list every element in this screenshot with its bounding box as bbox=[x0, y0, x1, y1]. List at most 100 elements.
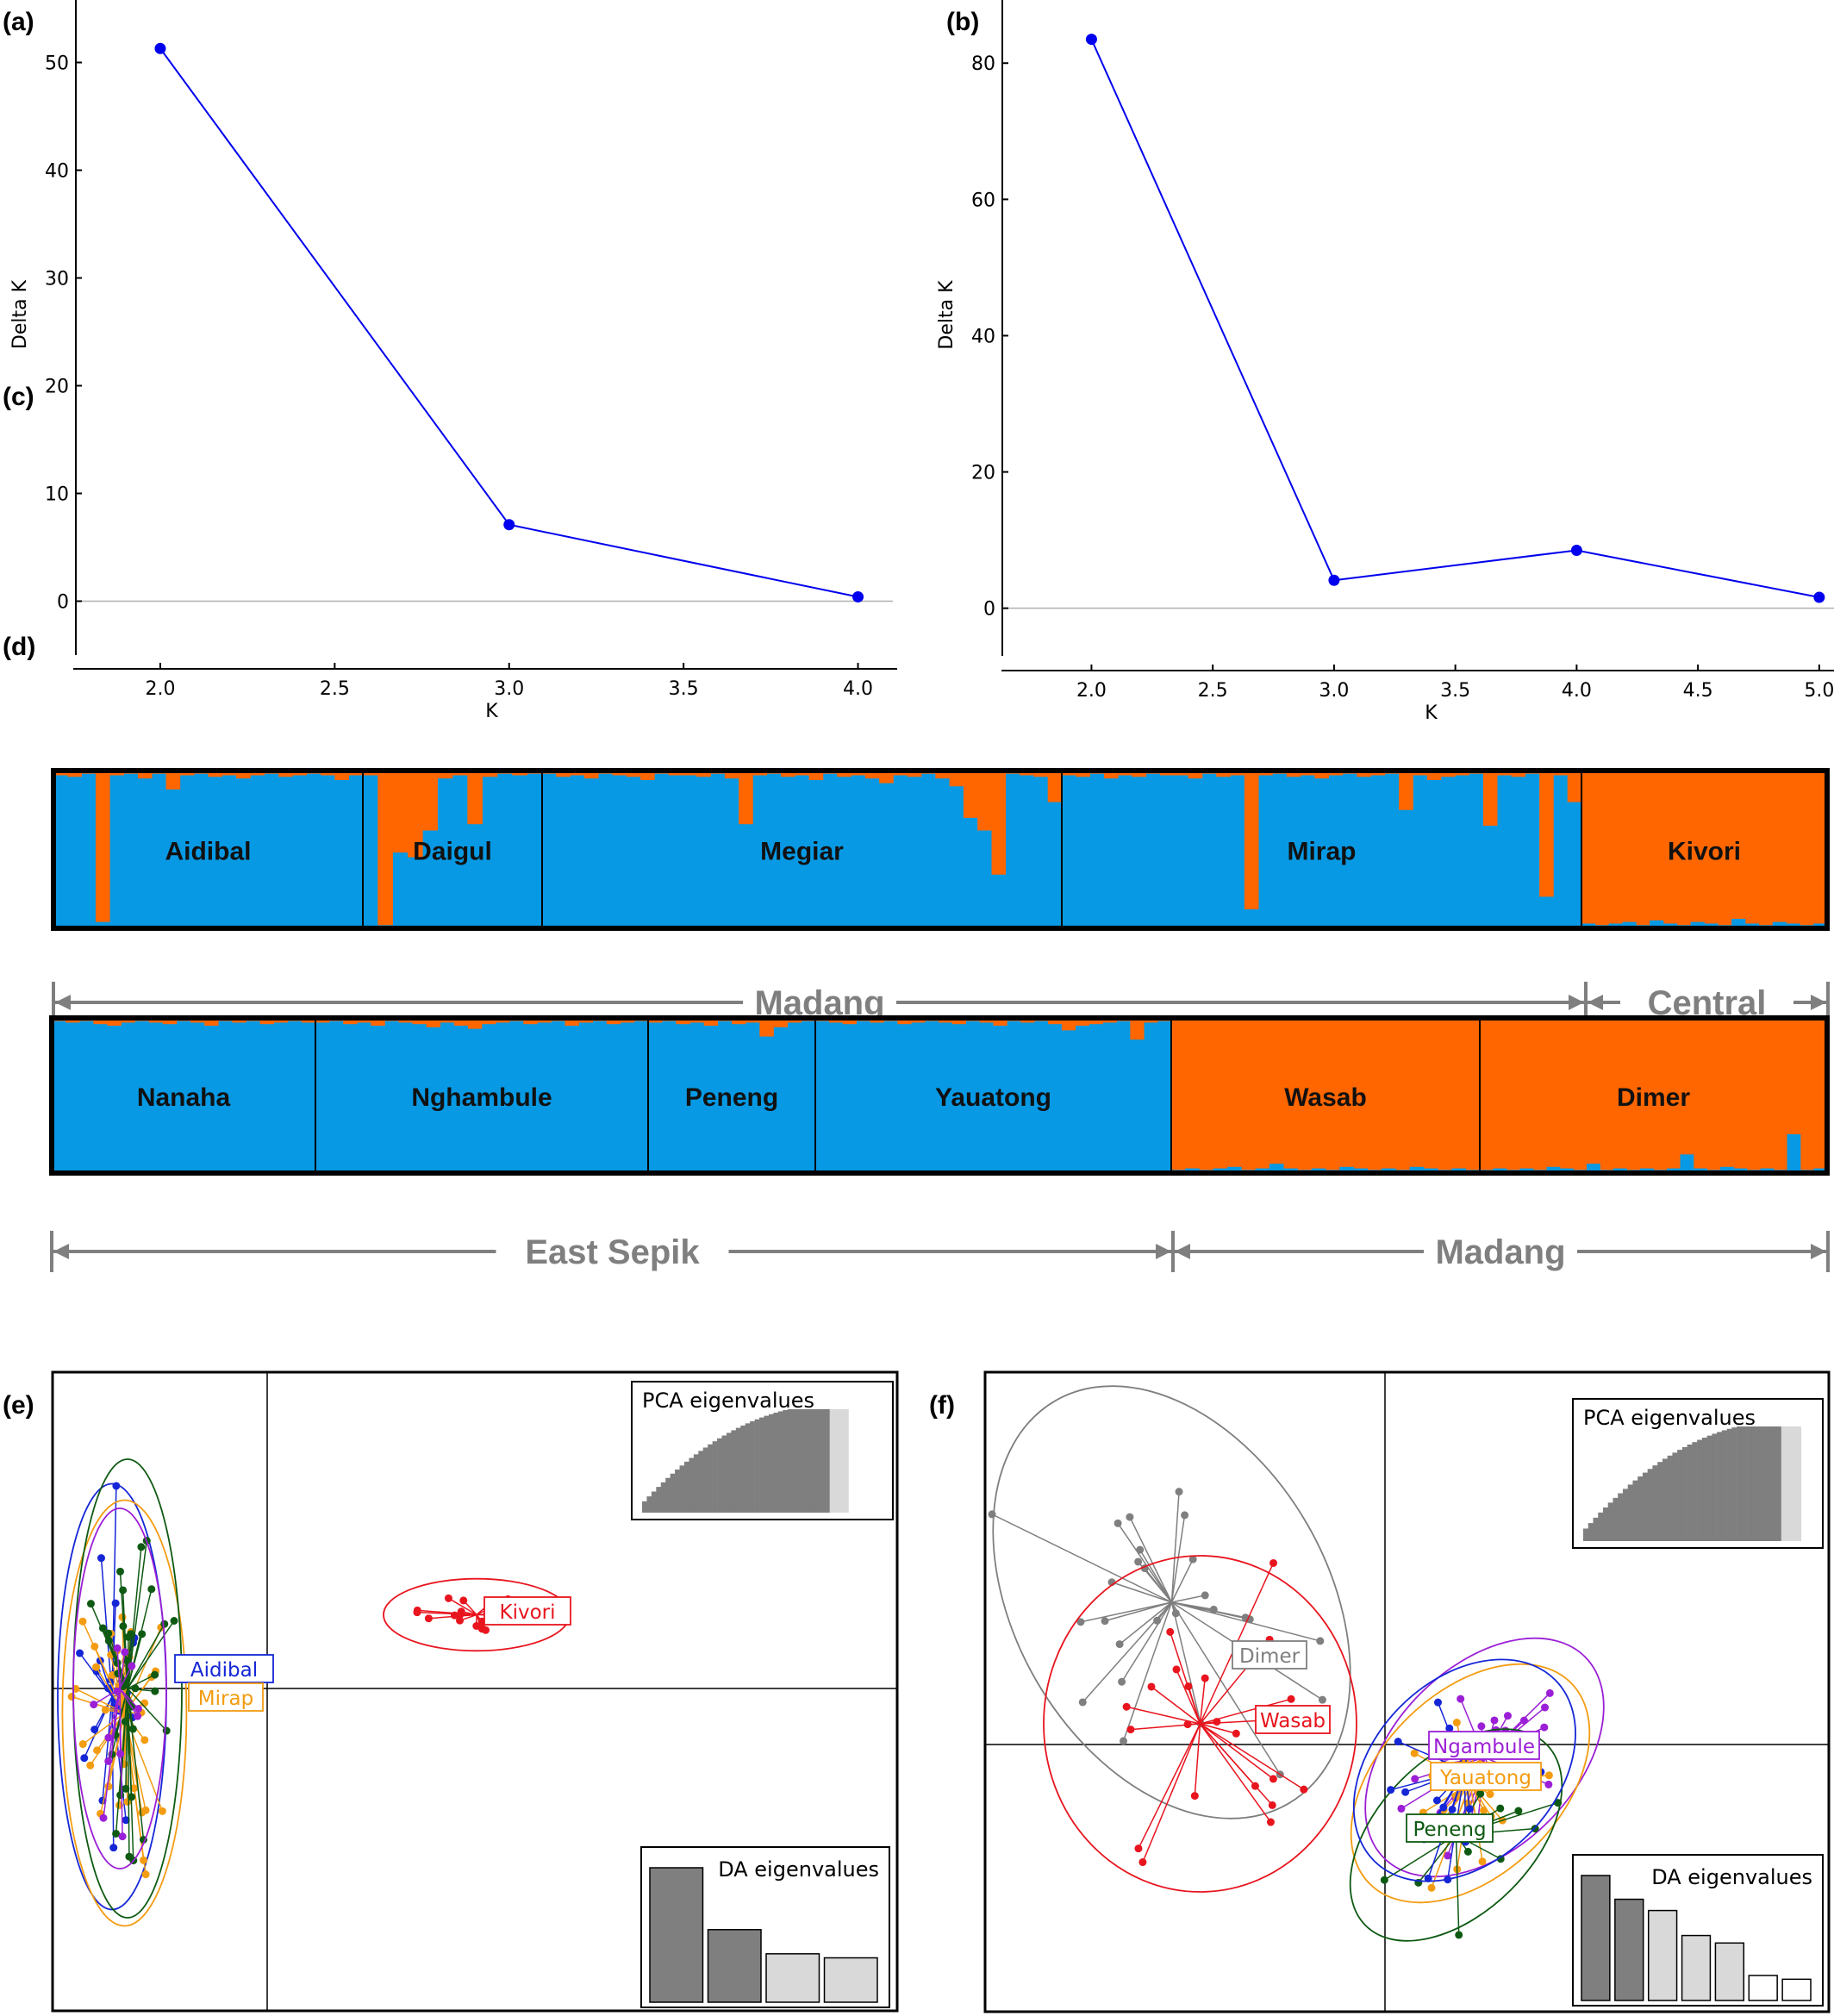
sample-point bbox=[1175, 1488, 1183, 1496]
individual-bar bbox=[1033, 771, 1049, 777]
da-inset-title: DA eigenvalues bbox=[718, 1857, 879, 1882]
y-tick-label: 10 bbox=[45, 484, 69, 506]
centroid-spoke bbox=[1176, 1669, 1201, 1725]
centroid-spoke bbox=[1171, 1601, 1320, 1642]
pca-eigen-bar bbox=[1613, 1497, 1619, 1541]
sample-point bbox=[1410, 1749, 1419, 1757]
sample-point bbox=[1172, 1665, 1181, 1674]
sample-point bbox=[1190, 1792, 1199, 1801]
centroid-spoke bbox=[1200, 1723, 1305, 1790]
individual-bar bbox=[1482, 771, 1498, 827]
pca-eigen-bar bbox=[651, 1491, 657, 1513]
centroid-spoke bbox=[1120, 1601, 1173, 1682]
population-label: Nanaha bbox=[137, 1083, 231, 1112]
pca-eigen-bar bbox=[693, 1454, 699, 1513]
sample-point bbox=[1452, 1719, 1461, 1727]
y-tick-label: 0 bbox=[57, 592, 69, 614]
pca-eigen-bar bbox=[759, 1417, 764, 1513]
x-tick-label: 2.5 bbox=[1198, 680, 1228, 702]
pca-eigen-bar bbox=[1726, 1428, 1732, 1541]
pca-eigen-bar bbox=[1701, 1437, 1707, 1541]
population-label: Megiar bbox=[760, 838, 844, 866]
da-eigen-bar bbox=[1681, 1934, 1712, 2001]
individual-bar bbox=[1244, 771, 1259, 910]
centroid-spoke bbox=[1111, 1582, 1172, 1603]
individual-bar bbox=[371, 1018, 385, 1026]
pca-eigen-bar bbox=[745, 1423, 751, 1513]
individual-bar bbox=[1216, 771, 1231, 777]
sample-point bbox=[1318, 1695, 1326, 1704]
centroid-spoke bbox=[94, 1696, 113, 1730]
individual-bar bbox=[897, 1018, 912, 1025]
pca-eigen-bar bbox=[1771, 1426, 1777, 1541]
pca-eigen-bar bbox=[1756, 1426, 1762, 1541]
centroid-spoke bbox=[1170, 1558, 1194, 1603]
sample-point bbox=[134, 1712, 142, 1720]
population-label: Dimer bbox=[1617, 1083, 1690, 1112]
centroid-spoke bbox=[428, 1613, 477, 1620]
group-ellipse bbox=[992, 1385, 1351, 1819]
individual-bar bbox=[626, 771, 641, 777]
individual-bar bbox=[837, 771, 852, 777]
individual-bar bbox=[467, 1018, 483, 1029]
sample-point bbox=[141, 1870, 150, 1879]
da-eigen-bar bbox=[1781, 1978, 1812, 2001]
individual-bar bbox=[1787, 1134, 1801, 1173]
individual-bar bbox=[107, 1018, 122, 1026]
sample-point bbox=[1076, 1618, 1085, 1626]
centroid-spoke bbox=[127, 1688, 167, 1732]
group-label-box bbox=[188, 1682, 264, 1712]
individual-bar bbox=[1048, 1018, 1063, 1025]
centroid-spoke bbox=[1170, 1514, 1186, 1603]
centroid-spoke bbox=[127, 1623, 165, 1689]
sample-point bbox=[459, 1596, 468, 1605]
group-label-box bbox=[1430, 1762, 1542, 1791]
sample-point bbox=[128, 1662, 136, 1670]
sample-point bbox=[456, 1616, 465, 1625]
individual-bar bbox=[781, 771, 795, 777]
x-tick-label: 2.5 bbox=[320, 678, 350, 700]
pca-eigen-bar bbox=[777, 1411, 783, 1513]
y-axis-label: Delta K bbox=[936, 280, 958, 350]
dapc-scatter-f: Dimer Wasab Ngambule Yauatong Peneng PCA eige… bbox=[983, 1370, 1831, 2013]
da-inset-title: DA eigenvalues bbox=[1651, 1865, 1812, 1889]
pca-eigen-bar bbox=[1677, 1450, 1683, 1541]
individual-bar bbox=[606, 1018, 621, 1025]
x-tick-label: 3.0 bbox=[494, 678, 524, 700]
pca-eigen-bar bbox=[834, 1409, 839, 1513]
sample-point bbox=[92, 1663, 101, 1671]
population-label: Peneng bbox=[685, 1083, 778, 1112]
sample-point bbox=[128, 1725, 137, 1733]
y-tick-label: 20 bbox=[971, 463, 995, 484]
individual-bar bbox=[951, 1018, 967, 1025]
sample-point bbox=[113, 1644, 122, 1652]
individual-bar bbox=[437, 771, 453, 779]
sample-point bbox=[78, 1740, 87, 1749]
individual-bar bbox=[426, 1018, 441, 1027]
individual-bar bbox=[408, 771, 423, 858]
centroid-spoke bbox=[119, 1651, 126, 1689]
individual-bar bbox=[759, 1018, 774, 1037]
structure-barplot-d: Nanaha Nghambule Peneng Yauatong Wasab Dimer E… bbox=[49, 1015, 1830, 1272]
individual-bar bbox=[1103, 771, 1119, 779]
sample-point bbox=[78, 1617, 87, 1626]
individual-bar bbox=[773, 1018, 788, 1027]
centroid-spoke bbox=[111, 1696, 127, 1820]
sample-point bbox=[1118, 1677, 1126, 1686]
sample-point bbox=[1514, 1807, 1523, 1815]
centroid-spoke bbox=[1130, 1723, 1201, 1731]
centroid-spoke bbox=[1199, 1723, 1272, 1823]
sample-point bbox=[112, 1829, 121, 1838]
population-background bbox=[52, 1018, 315, 1173]
pca-eigen-bar bbox=[1583, 1528, 1589, 1541]
individual-bar bbox=[556, 771, 571, 777]
sample-point bbox=[90, 1701, 98, 1709]
delta-k-point bbox=[1570, 544, 1582, 556]
barplot-frame bbox=[49, 1015, 1830, 1176]
da-eigen-bar bbox=[765, 1953, 820, 2003]
centroid-spoke bbox=[127, 1688, 130, 1857]
group-label: Yauatong bbox=[1439, 1767, 1531, 1789]
sample-point bbox=[104, 1733, 113, 1742]
sample-point bbox=[122, 1816, 130, 1825]
sample-point bbox=[86, 1600, 95, 1608]
